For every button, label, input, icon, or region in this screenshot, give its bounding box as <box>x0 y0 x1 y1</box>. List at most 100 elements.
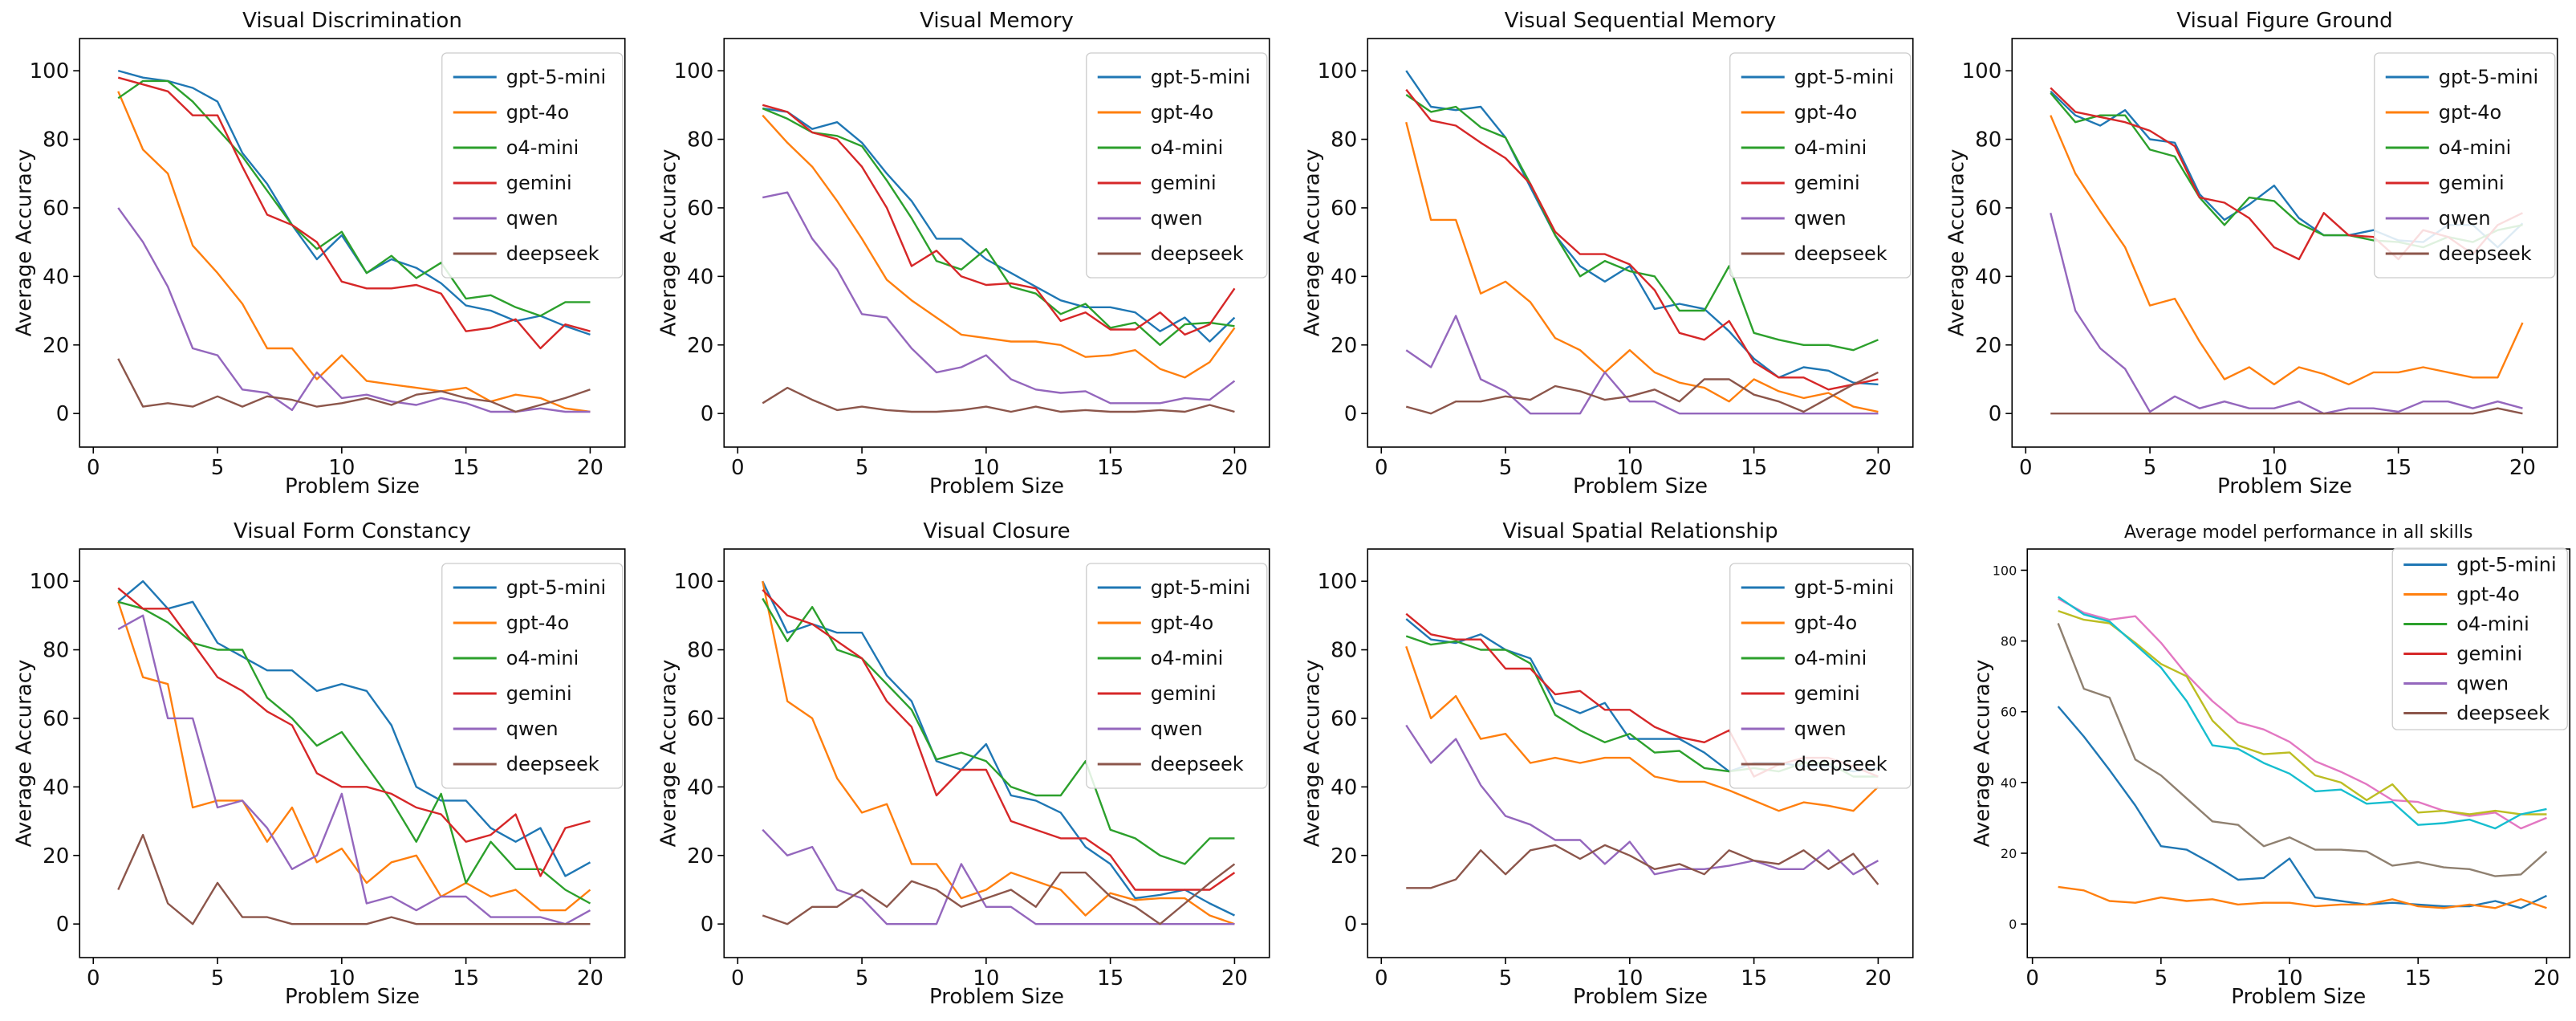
chart-visual-spatial-relationship: Visual Spatial Relationship 0 5 10 15 20 0 20 40… <box>1288 510 1932 1021</box>
series-line-deepseek <box>2050 407 2523 415</box>
series-line-gpt-4o <box>117 601 591 912</box>
x-tick-label: 10 <box>328 966 355 990</box>
legend-label-deepseek: deepseek <box>506 753 599 775</box>
legend-label-o4-mini: o4-mini <box>1151 647 1224 669</box>
subplot-average-model-performance-in-all-skills: Average model performance in all skills 0… <box>1932 510 2576 1021</box>
chart-title: Visual Discrimination <box>242 9 462 33</box>
series-line-gpt-5-mini <box>762 580 1235 917</box>
legend: gpt-5-mini gpt-4o o4-mini gemini qwen deepsee… <box>1729 52 1912 279</box>
subplot-visual-spatial-relationship: Visual Spatial Relationship 0 5 10 15 20 0 20 40… <box>1288 510 1932 1021</box>
chart-title: Visual Closure <box>923 519 1070 543</box>
y-tick-label: 100 <box>1318 570 1358 594</box>
y-tick-label: 80 <box>687 128 713 153</box>
legend-label-gpt-5-mini: gpt-5-mini <box>506 576 606 599</box>
axes-box <box>79 38 626 448</box>
y-tick-label: 100 <box>674 570 714 594</box>
legend-label-gemini: gemini <box>1151 682 1217 705</box>
series-line-o4-mini <box>762 107 1235 346</box>
y-tick-label: 80 <box>43 128 69 153</box>
y-tick-label: 100 <box>30 59 70 83</box>
legend-label-gpt-5-mini: gpt-5-mini <box>1151 576 1250 599</box>
y-tick-label: 100 <box>1318 59 1358 83</box>
y-tick-label: 20 <box>1331 844 1357 868</box>
axes-box <box>723 548 1270 958</box>
y-tick-label: 40 <box>687 775 713 799</box>
legend-label-o4-mini: o4-mini <box>1794 136 1867 159</box>
legend-label-gpt-5-mini: gpt-5-mini <box>1794 576 1894 599</box>
legend-label-gpt-5-mini: gpt-5-mini <box>2439 66 2538 88</box>
legend-label-o4-mini: o4-mini <box>2439 136 2512 159</box>
legend-label-gpt-4o: gpt-4o <box>506 612 570 634</box>
x-tick-label: 0 <box>1375 966 1388 990</box>
x-tick-label: 15 <box>1097 456 1123 480</box>
x-tick-label: 15 <box>2385 456 2411 480</box>
y-tick-label: 60 <box>1975 197 2001 221</box>
legend-label-gpt-4o: gpt-4o <box>1151 612 1214 634</box>
legend-box <box>1729 52 1912 279</box>
x-tick-label: 5 <box>211 966 225 990</box>
chart-visual-memory: Visual Memory 0 5 10 15 20 0 20 40 60 80 100 Problem… <box>644 0 1289 510</box>
series-line-qwen <box>762 191 1236 405</box>
series-line-deepseek <box>762 863 1236 925</box>
legend-box <box>1086 563 1268 789</box>
x-tick-label: 5 <box>2143 456 2157 480</box>
series-line-gemini <box>117 587 591 877</box>
series-line-line-5-olive <box>2058 609 2547 816</box>
x-tick-label: 20 <box>2533 966 2560 990</box>
y-tick-label: 20 <box>1975 334 2001 358</box>
series-line-line-2-orange <box>2058 885 2547 909</box>
x-axis-label: Problem Size <box>285 474 420 498</box>
chart-title: Visual Form Constancy <box>234 519 471 543</box>
x-tick-label: 0 <box>731 966 745 990</box>
series-line-gemini <box>762 588 1236 891</box>
y-tick-label: 20 <box>43 844 69 868</box>
y-tick-label: 0 <box>701 402 714 426</box>
legend-label-gpt-5-mini: gpt-5-mini <box>1151 66 1250 88</box>
x-tick-label: 15 <box>453 456 479 480</box>
axes-box <box>1367 38 1914 448</box>
series-line-gpt-4o <box>1405 645 1879 812</box>
x-tick-label: 5 <box>1499 966 1513 990</box>
chart-title: Visual Spatial Relationship <box>1502 519 1778 543</box>
axes-box <box>2011 38 2558 448</box>
chart-average-model-performance-in-all-skills: Average model performance in all skills 0… <box>1932 510 2576 1021</box>
legend-label-deepseek: deepseek <box>1151 242 1244 265</box>
legend-label-o4-mini: o4-mini <box>506 136 579 159</box>
legend: gpt-5-mini gpt-4o o4-mini gemini qwen deepsee… <box>2391 547 2568 730</box>
x-tick-label: 15 <box>2405 966 2432 990</box>
x-tick-label: 20 <box>1221 456 1248 480</box>
y-tick-label: 60 <box>2001 705 2017 720</box>
legend-label-gpt-5-mini: gpt-5-mini <box>2456 554 2556 576</box>
series-line-gpt-4o <box>2050 115 2524 386</box>
legend: gpt-5-mini gpt-4o o4-mini gemini qwen deepsee… <box>441 52 624 279</box>
legend-label-deepseek: deepseek <box>506 242 599 265</box>
series-line-gemini <box>1405 88 1879 391</box>
x-tick-label: 10 <box>328 456 355 480</box>
x-axis-label: Problem Size <box>2217 474 2352 498</box>
legend-box <box>1086 52 1268 279</box>
subplot-visual-closure: Visual Closure 0 5 10 15 20 0 20 40 60 80 100 Proble… <box>644 510 1289 1021</box>
legend-label-o4-mini: o4-mini <box>1794 647 1867 669</box>
chart-visual-form-constancy: Visual Form Constancy 0 5 10 15 20 0 20 40 60 80 10… <box>0 510 644 1021</box>
y-tick-label: 40 <box>43 265 69 289</box>
axes-box <box>1367 548 1914 958</box>
x-tick-label: 0 <box>2025 966 2039 990</box>
y-tick-label: 60 <box>1331 707 1357 731</box>
legend-box <box>441 52 624 279</box>
x-tick-label: 20 <box>2509 456 2536 480</box>
y-tick-label: 0 <box>701 913 714 937</box>
series-line-o4-mini <box>1405 94 1879 352</box>
series-line-gpt-4o <box>117 91 591 413</box>
y-tick-label: 60 <box>43 197 69 221</box>
series-line-line-4-gray <box>2057 623 2548 877</box>
x-tick-label: 15 <box>1097 966 1123 990</box>
x-tick-label: 20 <box>577 966 603 990</box>
legend-box <box>1729 563 1912 789</box>
series-line-gpt-4o <box>762 114 1236 379</box>
y-tick-label: 0 <box>1989 402 2002 426</box>
x-tick-label: 15 <box>1741 966 1767 990</box>
y-tick-label: 0 <box>56 913 70 937</box>
x-tick-label: 10 <box>2261 456 2287 480</box>
series-line-o4-mini <box>117 79 591 317</box>
